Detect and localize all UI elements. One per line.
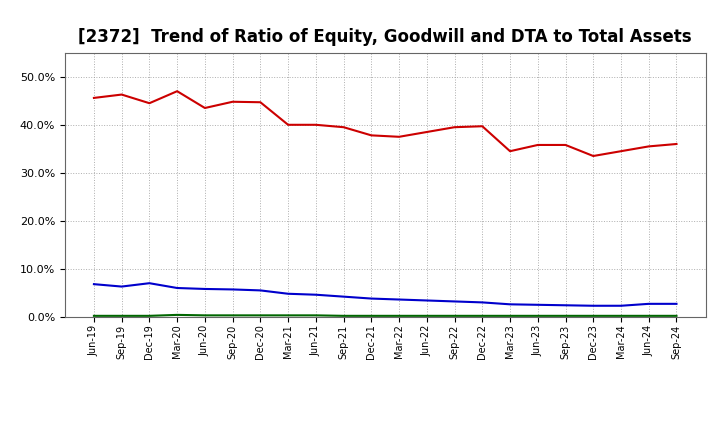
Equity [423, 129, 431, 135]
Equity [117, 92, 126, 97]
Goodwill [534, 302, 542, 308]
Goodwill [173, 286, 181, 291]
Goodwill [284, 291, 292, 297]
Goodwill [312, 292, 320, 297]
Equity [201, 105, 210, 110]
Line: Equity: Equity [94, 91, 677, 156]
Goodwill [145, 281, 154, 286]
Goodwill [616, 303, 625, 308]
Deferred Tax Assets [312, 313, 320, 318]
Deferred Tax Assets [505, 313, 514, 319]
Line: Deferred Tax Assets: Deferred Tax Assets [94, 315, 677, 316]
Deferred Tax Assets [339, 313, 348, 319]
Goodwill [117, 284, 126, 289]
Equity [145, 101, 154, 106]
Deferred Tax Assets [616, 313, 625, 319]
Deferred Tax Assets [367, 313, 376, 319]
Equity [534, 142, 542, 147]
Equity [589, 154, 598, 159]
Deferred Tax Assets [450, 313, 459, 319]
Equity [228, 99, 237, 104]
Deferred Tax Assets [561, 313, 570, 319]
Equity [561, 142, 570, 147]
Deferred Tax Assets [534, 313, 542, 319]
Goodwill [478, 300, 487, 305]
Goodwill [339, 294, 348, 299]
Deferred Tax Assets [672, 313, 681, 319]
Line: Goodwill: Goodwill [94, 283, 677, 306]
Goodwill [423, 298, 431, 303]
Equity [89, 95, 98, 101]
Goodwill [561, 303, 570, 308]
Goodwill [505, 302, 514, 307]
Equity [478, 124, 487, 129]
Deferred Tax Assets [201, 313, 210, 318]
Deferred Tax Assets [395, 313, 403, 319]
Goodwill [256, 288, 265, 293]
Deferred Tax Assets [145, 313, 154, 319]
Deferred Tax Assets [173, 312, 181, 318]
Deferred Tax Assets [478, 313, 487, 319]
Deferred Tax Assets [228, 313, 237, 318]
Deferred Tax Assets [423, 313, 431, 319]
Goodwill [672, 301, 681, 307]
Deferred Tax Assets [89, 313, 98, 319]
Deferred Tax Assets [117, 313, 126, 319]
Equity [284, 122, 292, 128]
Equity [256, 99, 265, 105]
Deferred Tax Assets [644, 313, 653, 319]
Deferred Tax Assets [284, 313, 292, 318]
Deferred Tax Assets [589, 313, 598, 319]
Equity [644, 144, 653, 149]
Goodwill [201, 286, 210, 292]
Equity [173, 88, 181, 94]
Goodwill [589, 303, 598, 308]
Equity [505, 149, 514, 154]
Equity [616, 149, 625, 154]
Title: [2372]  Trend of Ratio of Equity, Goodwill and DTA to Total Assets: [2372] Trend of Ratio of Equity, Goodwil… [78, 28, 692, 46]
Goodwill [395, 297, 403, 302]
Equity [339, 125, 348, 130]
Deferred Tax Assets [256, 313, 265, 318]
Goodwill [644, 301, 653, 307]
Goodwill [228, 287, 237, 292]
Equity [450, 125, 459, 130]
Goodwill [89, 282, 98, 287]
Equity [367, 133, 376, 138]
Equity [312, 122, 320, 128]
Equity [395, 134, 403, 139]
Equity [672, 141, 681, 147]
Goodwill [450, 299, 459, 304]
Goodwill [367, 296, 376, 301]
